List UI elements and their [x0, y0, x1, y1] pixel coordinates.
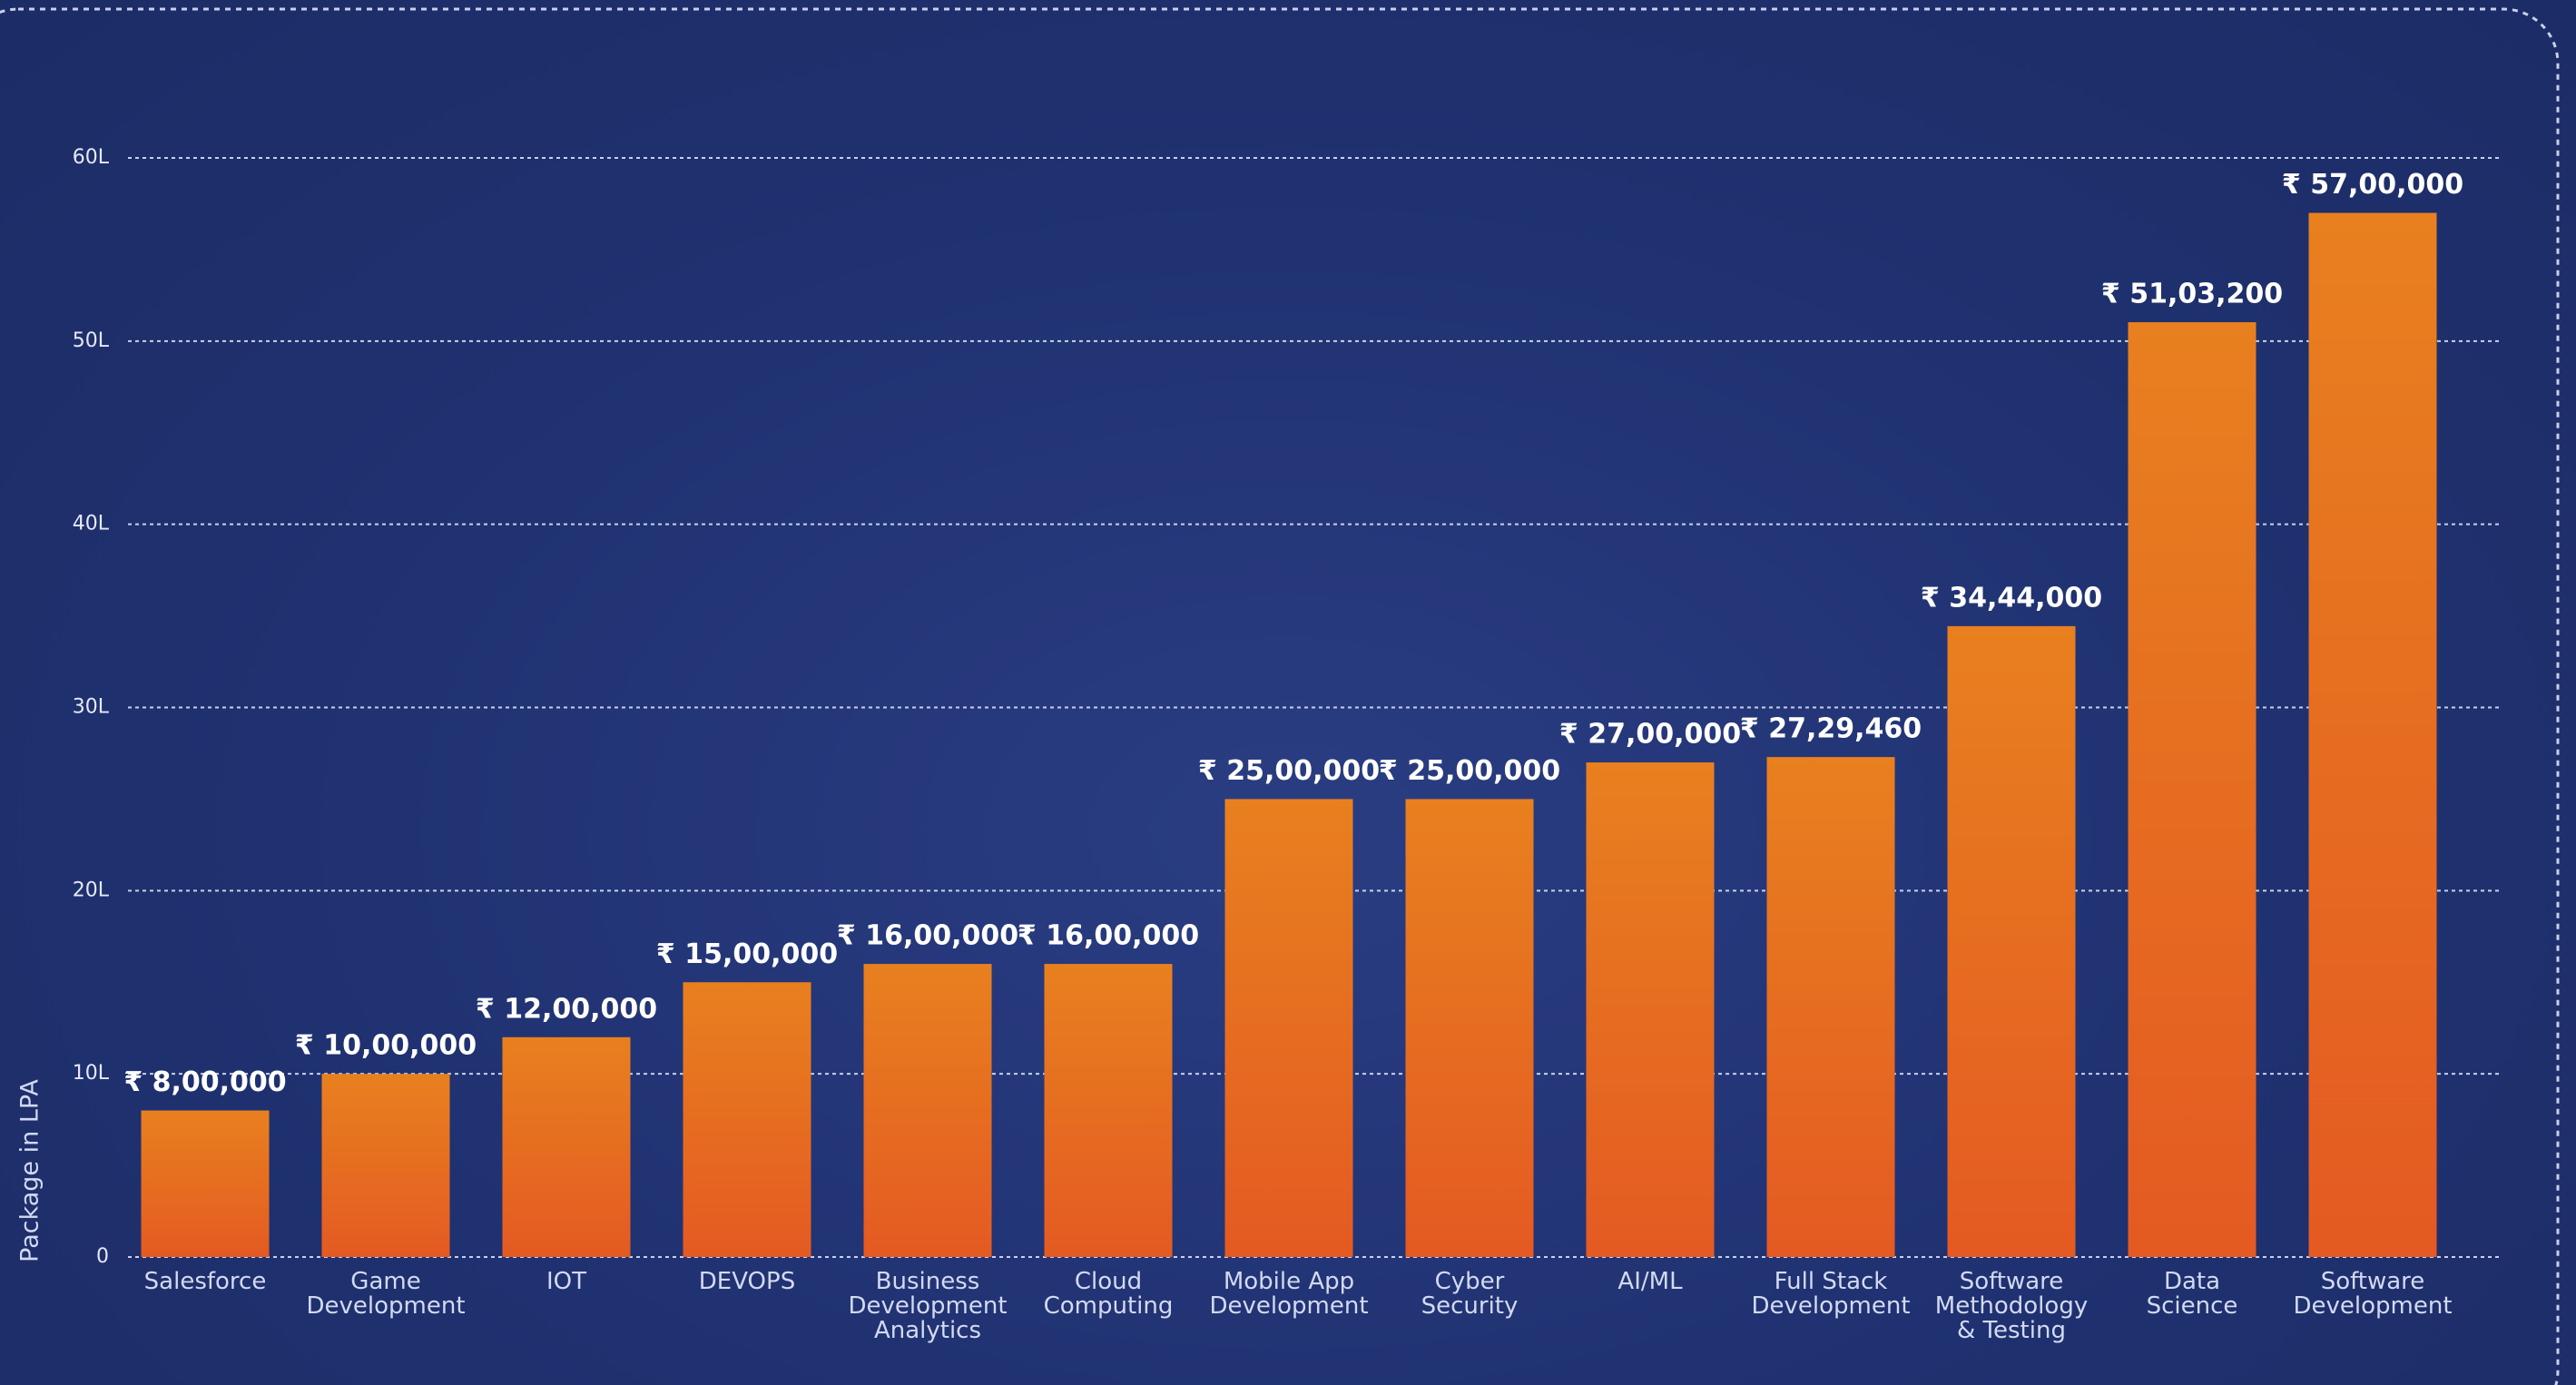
y-tick-label: 50L [73, 329, 110, 352]
y-tick-label: 10L [73, 1062, 110, 1085]
bar [1766, 757, 1895, 1257]
bar [863, 964, 992, 1257]
bar [321, 1074, 450, 1257]
bar [1586, 762, 1715, 1257]
bar [141, 1110, 270, 1257]
value-label: ₹ 8,00,000 [123, 1066, 286, 1098]
y-tick-label: 0 [96, 1245, 109, 1268]
value-label: ₹ 16,00,000 [837, 920, 1018, 952]
bar [1405, 799, 1534, 1257]
bar [502, 1036, 631, 1257]
value-label: ₹ 10,00,000 [295, 1030, 477, 1062]
x-tick-label: Cloud Computing [1043, 1268, 1174, 1320]
card-border [0, 7, 2560, 1385]
bar [1947, 625, 2076, 1257]
x-tick-label: Software Methodology & Testing [1934, 1268, 2089, 1344]
x-tick-label: Software Development [2293, 1268, 2453, 1320]
y-tick-label: 20L [73, 879, 110, 901]
x-tick-label: Data Science [2146, 1268, 2238, 1320]
x-tick-label: IOT [546, 1268, 586, 1295]
value-label: ₹ 15,00,000 [656, 938, 838, 970]
x-tick-label: AI/ML [1617, 1268, 1683, 1295]
x-tick-label: Salesforce [143, 1268, 267, 1295]
x-tick-label: DEVOPS [698, 1268, 796, 1295]
value-label: ₹ 16,00,000 [1018, 920, 1199, 952]
y-axis-label: Package in LPA [16, 1079, 44, 1262]
value-label: ₹ 57,00,000 [2282, 169, 2463, 201]
x-tick-label: Cyber Security [1421, 1268, 1519, 1320]
bar [1224, 799, 1353, 1257]
x-tick-label: Business Development Analytics [848, 1268, 1008, 1344]
bar [2128, 322, 2256, 1257]
bar [1044, 964, 1173, 1257]
value-label: ₹ 25,00,000 [1379, 755, 1560, 787]
x-tick-label: Full Stack Development [1751, 1268, 1911, 1320]
value-label: ₹ 34,44,000 [1921, 582, 2102, 614]
x-tick-label: Game Development [306, 1268, 466, 1320]
y-tick-label: 60L [73, 146, 110, 169]
value-label: ₹ 51,03,200 [2101, 279, 2283, 310]
y-tick-label: 40L [73, 513, 110, 535]
bar [2308, 212, 2437, 1257]
value-label: ₹ 27,29,460 [1740, 713, 1922, 745]
value-label: ₹ 27,00,000 [1559, 719, 1741, 751]
value-label: ₹ 12,00,000 [476, 993, 657, 1025]
x-tick-label: Mobile App Development [1209, 1268, 1369, 1320]
bar [683, 982, 811, 1257]
y-tick-label: 30L [73, 696, 110, 719]
value-label: ₹ 25,00,000 [1198, 755, 1380, 787]
